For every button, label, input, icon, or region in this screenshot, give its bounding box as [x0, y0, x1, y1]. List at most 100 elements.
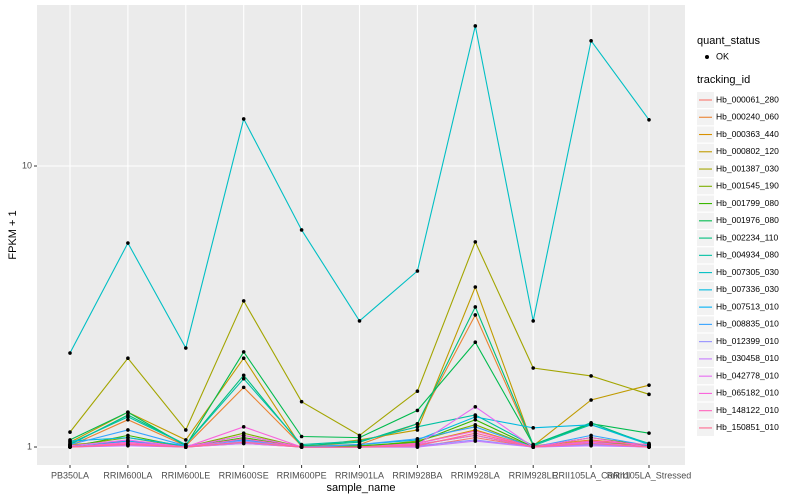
legend-label: Hb_150851_010 [716, 422, 779, 432]
data-point [241, 385, 246, 390]
data-point [531, 366, 535, 370]
data-point [647, 392, 651, 397]
legend-label: Hb_007336_030 [716, 284, 779, 294]
data-point [589, 374, 593, 378]
data-point [473, 285, 478, 289]
legend-label: Hb_004934_080 [716, 250, 779, 260]
x-tick-label: RRIM928LA [451, 470, 500, 480]
data-point [415, 428, 420, 432]
data-point [473, 340, 478, 345]
data-point [415, 436, 420, 441]
x-tick-label: RRII105LA_Control [552, 470, 630, 480]
data-point [415, 425, 420, 429]
data-point [415, 444, 420, 448]
x-tick-label: RRIM901LA [335, 470, 384, 480]
x-axis-title: sample_name [326, 482, 395, 494]
data-point [531, 426, 535, 430]
legend-label: OK [716, 51, 729, 61]
legend-label: Hb_001545_190 [716, 181, 779, 191]
x-tick-label: RRIM928LE [509, 470, 558, 480]
data-point [415, 408, 420, 413]
data-point [299, 445, 304, 449]
x-tick-label: RRIM600LE [161, 470, 210, 480]
legend-label: Hb_030458_010 [716, 353, 779, 363]
legend-label: Hb_000802_120 [716, 146, 779, 156]
legend-label: Hb_012399_010 [716, 336, 779, 346]
data-point [473, 415, 478, 419]
data-point [184, 346, 188, 350]
data-point [357, 435, 362, 440]
data-point [241, 373, 246, 378]
x-tick-label: RRIM600SE [219, 470, 269, 480]
legend-label: Hb_000363_440 [716, 129, 779, 139]
data-point [241, 436, 246, 441]
data-point [357, 439, 362, 443]
data-point [357, 319, 362, 323]
data-point [473, 425, 478, 429]
legend-label: Hb_002234_110 [716, 232, 779, 242]
data-point [241, 356, 246, 361]
data-point [589, 435, 593, 440]
data-point [647, 118, 651, 122]
data-point [184, 428, 188, 432]
y-tick-label: 10 [22, 160, 32, 170]
data-point [241, 299, 246, 303]
legend-label: Hb_007305_030 [716, 267, 779, 277]
legend-label: Hb_001387_030 [716, 163, 779, 173]
legend-label: Hb_008835_010 [716, 319, 779, 329]
data-point [126, 428, 130, 432]
data-point [473, 431, 478, 435]
data-point [126, 241, 130, 245]
data-point [241, 440, 246, 445]
x-tick-label: RRIM928BA [392, 470, 442, 480]
data-point [126, 442, 130, 447]
x-tick-label: RRIM600LA [103, 470, 152, 480]
data-point [241, 433, 246, 438]
legend-label: Hb_001976_080 [716, 215, 779, 225]
data-point [68, 351, 72, 355]
data-point [299, 399, 304, 404]
data-point [531, 445, 535, 449]
data-point [589, 422, 593, 427]
data-point [68, 439, 72, 443]
data-point [415, 269, 420, 273]
data-point [299, 434, 304, 439]
data-point [473, 417, 478, 422]
data-point [126, 415, 130, 419]
legend-title: tracking_id [697, 74, 750, 86]
data-point [415, 421, 420, 426]
data-point [184, 438, 188, 442]
legend-label: Hb_007513_010 [716, 301, 779, 311]
legend-label: Hb_000240_060 [716, 112, 779, 122]
y-tick-label: 1 [27, 441, 32, 451]
data-point [473, 240, 478, 244]
legend-title: quant_status [697, 35, 760, 47]
data-point [299, 228, 304, 232]
data-point [473, 24, 478, 28]
data-point [184, 445, 188, 449]
data-point [473, 305, 478, 309]
data-point [531, 319, 535, 323]
data-point [589, 441, 593, 446]
data-point [415, 389, 420, 393]
data-point [589, 38, 593, 43]
data-point [68, 445, 72, 449]
data-point [126, 417, 130, 422]
data-point [241, 117, 246, 121]
data-point [126, 356, 130, 361]
data-point [357, 445, 362, 449]
legend-label: Hb_065182_010 [716, 388, 779, 398]
data-point [241, 425, 246, 429]
data-point [241, 350, 246, 354]
data-point [589, 398, 593, 402]
panel [37, 5, 685, 465]
y-axis-title: FPKM + 1 [7, 210, 19, 259]
data-point [473, 439, 478, 443]
data-point [647, 383, 651, 387]
legend-label: Hb_001799_080 [716, 198, 779, 208]
data-point [647, 431, 651, 435]
data-point [241, 376, 246, 381]
data-point [126, 410, 130, 415]
data-point [68, 430, 72, 434]
